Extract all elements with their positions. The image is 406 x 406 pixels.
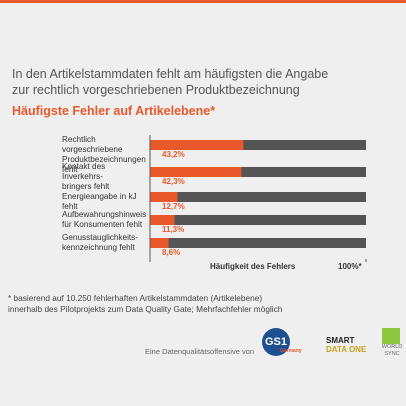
subtitle: Häufigste Fehler auf Artikelebene* <box>12 104 216 118</box>
logo: Germany <box>280 348 302 354</box>
logo: DATA ONE <box>326 345 367 354</box>
category-label: Genusstauglichkeits- kennzeichnung fehlt <box>62 233 138 252</box>
source: Eine Datenqualitätsoffensive von <box>145 347 255 356</box>
bar <box>150 192 178 202</box>
bar-track <box>150 140 366 150</box>
bar <box>150 167 242 177</box>
value-label: 43,2% <box>162 150 185 159</box>
category-label: Rechtlich vorgeschriebene Produktbezeich… <box>62 135 146 174</box>
logo: SMART <box>326 336 355 345</box>
category-label: Aufbewahrungshinweis für Konsumenten feh… <box>62 210 147 229</box>
bar-track <box>150 167 366 177</box>
value-label: 42,3% <box>162 177 185 186</box>
bar <box>150 215 175 225</box>
title: In den Artikelstammdaten fehlt am häufig… <box>12 67 329 97</box>
bar <box>150 140 244 150</box>
bar-track <box>150 238 366 248</box>
logo: GS1 <box>262 328 290 356</box>
bar <box>150 238 169 248</box>
bar-track <box>150 192 366 202</box>
value-label: 8,6% <box>162 248 181 257</box>
value-label: 11,3% <box>162 225 185 234</box>
logo: WORLD SYNC <box>381 344 403 357</box>
footnote: * basierend auf 10.250 fehlerhaften Arti… <box>8 293 283 314</box>
category-label: Energieangabe in kJ fehlt <box>62 192 137 211</box>
logo-icon <box>382 328 400 344</box>
category-label: Kontakt des Inverkehrs- bringers fehlt <box>62 162 110 191</box>
top-bar <box>0 0 406 3</box>
x-tick-label: 100%* <box>338 262 362 271</box>
bar-track <box>150 215 366 225</box>
value-label: 12,7% <box>162 202 185 211</box>
x-axis-label: Häufigkeit des Fehlers <box>210 262 296 271</box>
